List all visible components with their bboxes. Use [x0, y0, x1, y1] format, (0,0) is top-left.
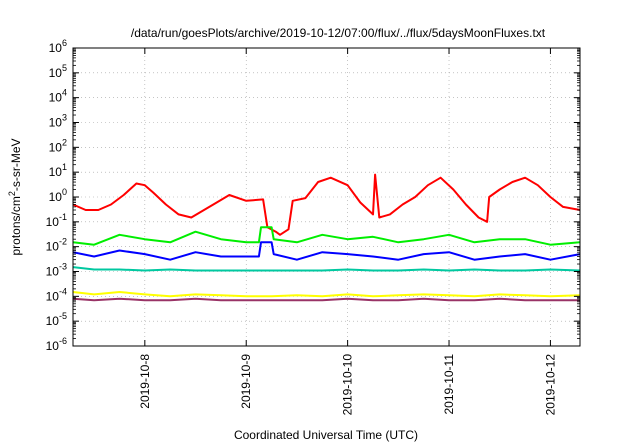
y-tick-label: 100 [49, 187, 67, 204]
series-line-1 [72, 173, 581, 236]
x-tick-label: 2019-10-11 [442, 354, 456, 415]
data-series [72, 173, 581, 302]
y-axis-ticks: 10-6 10-5 10-4 10-3 10-2 10-1 100 101 102 103 104 1… [46, 38, 67, 353]
x-tick-label: 2019-10-8 [138, 354, 152, 409]
series-line-6 [72, 297, 580, 302]
y-tick-label: 10-3 [46, 262, 67, 279]
y-tick-label: 103 [49, 113, 67, 130]
y-axis-label: protons/cm2-s-sr-MeV [7, 138, 23, 255]
series-line-2 [72, 226, 581, 246]
grid-lines [73, 48, 580, 346]
series-line-4 [72, 266, 581, 272]
x-tick-label: 2019-10-10 [341, 354, 355, 416]
y-tick-label: 105 [49, 63, 67, 80]
x-axis-ticks: 2019-10-8 2019-10-9 2019-10-10 2019-10-11 20… [138, 354, 558, 416]
series-line-3 [72, 241, 581, 261]
y-tick-label: 10-4 [46, 286, 67, 303]
y-tick-label: 10-6 [46, 336, 67, 353]
y-tick-label: 104 [49, 88, 67, 105]
y-tick-label: 10-5 [46, 311, 67, 328]
tick-marks [73, 47, 580, 347]
y-tick-label: 10-1 [46, 212, 67, 229]
series-line-5 [72, 291, 581, 298]
y-tick-label: 102 [49, 137, 67, 154]
chart-title: /data/run/goesPlots/archive/2019-10-12/0… [131, 26, 546, 40]
y-tick-label: 101 [49, 162, 67, 179]
y-tick-label: 10-2 [46, 237, 67, 254]
x-tick-label: 2019-10-9 [239, 354, 253, 409]
x-axis-label: Coordinated Universal Time (UTC) [234, 428, 418, 442]
x-tick-label: 2019-10-12 [543, 354, 557, 416]
y-tick-label: 106 [49, 38, 67, 55]
